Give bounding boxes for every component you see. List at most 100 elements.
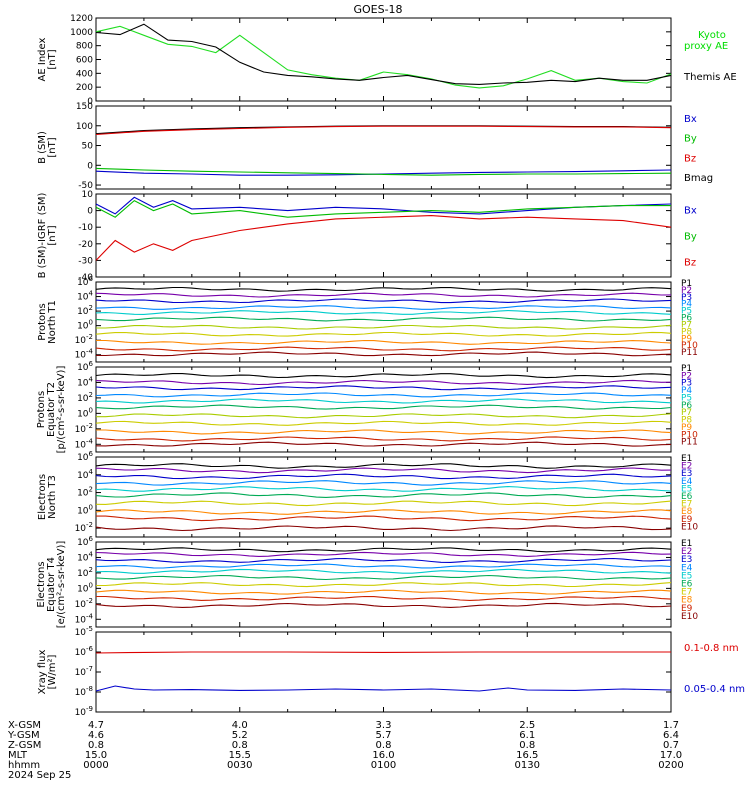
footer-row-label: hhmm bbox=[8, 760, 40, 771]
y-axis-label: [p/(cm²-s-sr-keV)] bbox=[56, 366, 67, 454]
footer-value: 15.0 bbox=[85, 750, 107, 761]
footer-value: 6.1 bbox=[519, 730, 535, 741]
legend-entry: E3 bbox=[681, 555, 692, 565]
y-tick-label: 10-2 bbox=[75, 422, 93, 435]
series-line-p11 bbox=[95, 441, 672, 447]
footer-value: 5.2 bbox=[232, 730, 248, 741]
y-axis-label: Equator T4 bbox=[46, 557, 57, 612]
panel-xray: 10-5 10-6 10-7 10-8 10-9 Xray flux [W/m²] 0.1-0… bbox=[37, 625, 745, 718]
series-line-e10 bbox=[95, 525, 672, 532]
series-line-bx bbox=[95, 196, 672, 215]
legend-entry: P5 bbox=[681, 393, 692, 403]
y-axis-label: North T3 bbox=[47, 475, 58, 519]
legend-entry: E1 bbox=[681, 539, 692, 549]
y-tick-label: 800 bbox=[76, 42, 93, 52]
series-line-p1 bbox=[95, 286, 672, 292]
footer-value: 16.5 bbox=[516, 750, 538, 761]
series-line-e7 bbox=[96, 582, 672, 588]
series-line-p10 bbox=[95, 346, 672, 352]
legend-entry: P8 bbox=[681, 416, 692, 426]
series-line-p7 bbox=[96, 324, 672, 330]
series-line-p8 bbox=[95, 420, 672, 426]
y-tick-label: -10 bbox=[78, 223, 93, 233]
legend-entry: P1 bbox=[681, 279, 692, 289]
legend-entry: E1 bbox=[681, 454, 692, 464]
series-line-p5 bbox=[95, 310, 672, 315]
series-line-bz bbox=[95, 215, 672, 261]
y-axis-label: [nT] bbox=[47, 137, 58, 157]
y-tick-label: 10-2 bbox=[75, 597, 93, 610]
legend-entry: E8 bbox=[681, 596, 693, 606]
y-axis-label: Protons bbox=[37, 303, 48, 340]
series-line-e8 bbox=[95, 589, 672, 595]
legend-entry: E9 bbox=[681, 604, 693, 614]
legend-entry: E2 bbox=[681, 462, 692, 472]
footer-value: 4.7 bbox=[88, 720, 104, 731]
legend-entry: P3 bbox=[681, 293, 692, 303]
legend-entry: Themis AE bbox=[683, 72, 737, 83]
y-tick-label: 10-9 bbox=[75, 705, 93, 718]
y-tick-label: 10-5 bbox=[75, 625, 93, 638]
legend-entry: By bbox=[684, 232, 697, 243]
legend-entry: E7 bbox=[681, 588, 692, 598]
series-line-p9 bbox=[96, 339, 672, 345]
y-axis-label: Equator T2 bbox=[46, 382, 57, 437]
y-tick-label: 150 bbox=[76, 102, 93, 112]
y-tick-label: 600 bbox=[76, 56, 93, 66]
y-tick-label: 400 bbox=[76, 69, 93, 79]
legend-entry: E3 bbox=[681, 469, 692, 479]
y-axis-label: Electrons bbox=[36, 561, 47, 607]
footer-value: 4.6 bbox=[88, 730, 104, 741]
footer-value: 0100 bbox=[371, 760, 396, 771]
footer-row-label: X-GSM bbox=[8, 720, 41, 731]
footer-value: 0130 bbox=[515, 760, 540, 771]
series-line-bz bbox=[95, 125, 672, 136]
panel-frame bbox=[95, 366, 672, 453]
y-tick-label: 10-8 bbox=[75, 685, 93, 698]
series-line-p5 bbox=[95, 398, 672, 404]
series-line-p7 bbox=[96, 413, 672, 419]
y-tick-label: 100 bbox=[77, 581, 93, 594]
y-tick-label: 10 bbox=[82, 190, 94, 200]
legend-entry: E2 bbox=[681, 547, 692, 557]
legend-entry: E4 bbox=[681, 563, 693, 573]
y-axis-label: [e/(cm²-s-sr-keV)] bbox=[56, 541, 67, 629]
y-tick-label: 102 bbox=[77, 486, 93, 499]
series-line-p4 bbox=[95, 392, 672, 398]
series-line-themis-ae bbox=[95, 23, 672, 85]
footer-value: 0200 bbox=[658, 760, 683, 771]
y-tick-label: -50 bbox=[78, 181, 93, 191]
series-line-p2 bbox=[95, 292, 672, 298]
footer-value: 0.8 bbox=[376, 740, 392, 751]
legend-entry: 0.05-0.4 nm bbox=[684, 684, 745, 695]
legend-entry: Bx bbox=[684, 114, 697, 125]
series-line-by bbox=[95, 199, 671, 218]
series-line-e1 bbox=[95, 547, 672, 553]
series-line-p3 bbox=[95, 385, 672, 391]
panel-frame bbox=[95, 631, 672, 713]
y-tick-label: 50 bbox=[82, 142, 94, 152]
legend-entry: By bbox=[684, 134, 697, 145]
series-line-e3 bbox=[95, 473, 672, 480]
panel-bdiff: -40 -30 -20 -10 0 10 B (SM)-IGRF (SM) [nT] Bx By B… bbox=[37, 190, 697, 283]
legend-entry: P4 bbox=[681, 386, 692, 396]
legend-entry: P7 bbox=[681, 408, 692, 418]
series-line-p9 bbox=[96, 429, 672, 435]
footer-value: 0030 bbox=[227, 760, 252, 771]
legend-entry: P10 bbox=[681, 430, 698, 440]
panel-ele_e: 106 104 102 100 10-2 10-4 Electrons Equator T4[… bbox=[36, 535, 698, 628]
y-axis-label: B (SM)-IGRF (SM) bbox=[37, 193, 48, 279]
series-line-0-05-0-4-nm bbox=[95, 685, 672, 692]
y-axis-label: Xray flux bbox=[37, 650, 48, 695]
y-tick-label: -30 bbox=[78, 256, 93, 266]
legend-entry: E7 bbox=[681, 500, 692, 510]
legend-entry: P9 bbox=[681, 423, 692, 433]
series-line-p6 bbox=[95, 316, 672, 322]
y-tick-label: 1000 bbox=[70, 28, 93, 38]
legend-entry: P9 bbox=[681, 334, 692, 344]
footer-value: 5.7 bbox=[376, 730, 392, 741]
